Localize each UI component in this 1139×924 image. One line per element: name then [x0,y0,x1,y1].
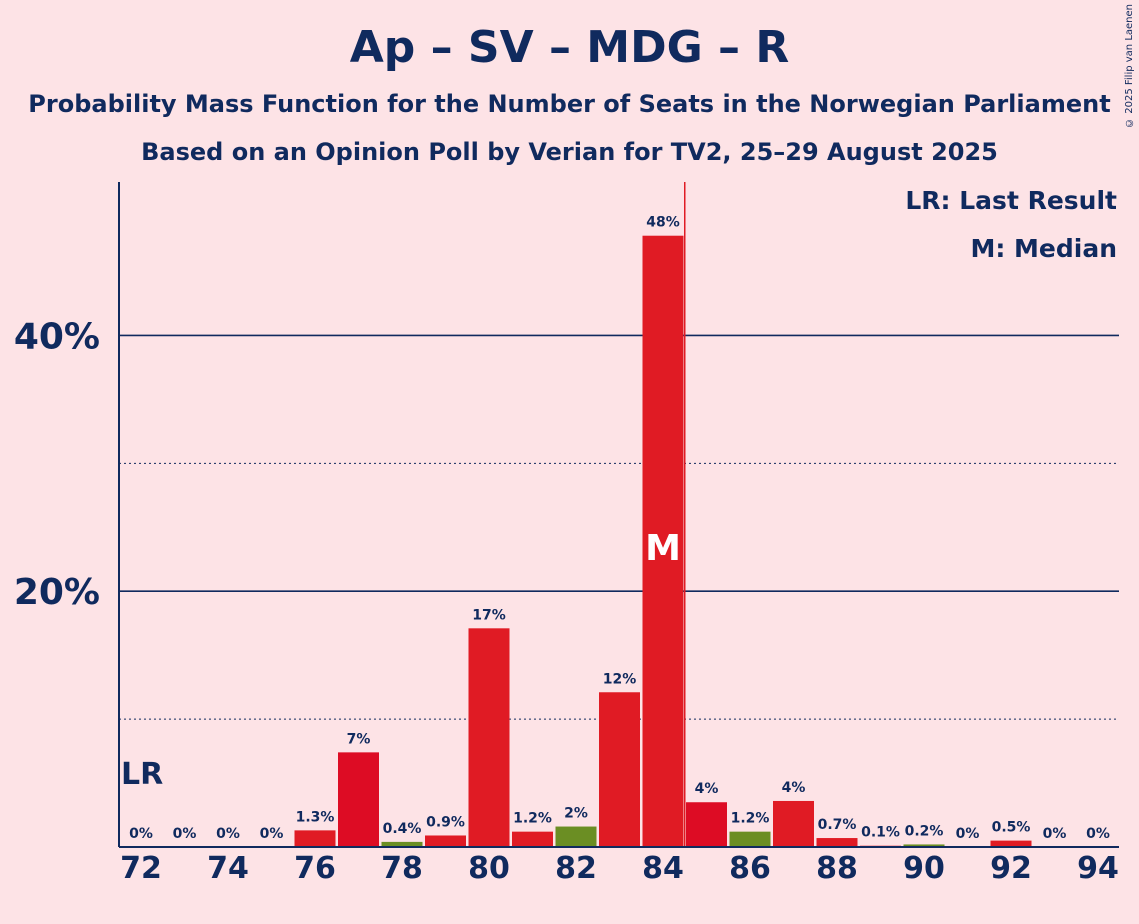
bar-value-label: 2% [564,806,588,822]
bar-value-label: 1.2% [731,811,770,827]
bar-value-label: 1.3% [296,809,335,825]
bar-value-label: 0.2% [905,823,944,839]
bar-value-label: 0% [173,826,197,842]
bar-value-label: 0% [1043,826,1067,842]
bar-value-label: 0% [1086,826,1110,842]
x-tick-label: 94 [1077,851,1119,886]
bar-seat-77 [338,752,379,847]
y-tick-label: 40% [14,316,100,357]
bar-value-label: 0.5% [992,820,1031,836]
bar-seat-82 [555,826,597,847]
bar-seat-84 [642,235,684,847]
x-tick-label: 78 [381,851,423,886]
x-tick-label: 92 [990,851,1032,886]
chart-subtitle: Probability Mass Function for the Number… [28,90,1111,118]
bar-value-label: 0.1% [861,825,900,841]
bar-value-label: 0% [216,826,240,842]
x-tick-label: 76 [294,851,336,886]
x-tick-label: 88 [816,851,858,886]
bar-value-label: 17% [472,607,506,623]
x-tick-label: 90 [903,851,945,886]
bar-value-label: 0% [129,826,153,842]
bar-seat-76 [294,830,336,847]
bar-value-label: 4% [782,780,806,796]
chart-subtitle-poll: Based on an Opinion Poll by Verian for T… [141,138,998,166]
bar-seat-92 [990,840,1032,847]
bar-value-label: 48% [646,215,680,231]
bar-seat-88 [816,838,858,847]
bar-value-label: 7% [347,731,371,747]
bar-seat-80 [468,628,510,847]
bar-value-label: 0.7% [818,817,857,833]
y-tick-label: 20% [14,572,100,613]
legend-median: M: Median [970,234,1117,263]
bar-seat-90 [903,844,945,847]
bar-value-label: 4% [695,781,719,797]
x-tick-label: 86 [729,851,771,886]
bar-value-label: 0% [260,826,284,842]
bar-value-label: 0.9% [426,814,465,830]
chart-title: Ap – SV – MDG – R [349,22,790,73]
bar-seat-81 [512,831,553,847]
bar-seat-85 [686,802,727,847]
x-tick-label: 74 [207,851,249,886]
bar-value-label: 12% [603,671,637,687]
x-tick-label: 72 [120,851,162,886]
x-tick-label: 82 [555,851,597,886]
legend-last-result: LR: Last Result [905,186,1117,215]
bar-value-label: 0.4% [383,821,422,837]
last-result-marker: LR [121,757,163,792]
bar-seat-87 [773,800,814,847]
bar-seat-83 [599,692,640,847]
bar-seat-78 [381,841,423,847]
bar-seat-86 [729,831,771,847]
median-marker: M [645,528,681,569]
bar-seat-79 [425,835,466,847]
x-tick-label: 84 [642,851,684,886]
bar-value-label: 0% [956,826,980,842]
x-tick-label: 80 [468,851,510,886]
bar-value-label: 1.2% [513,811,552,827]
